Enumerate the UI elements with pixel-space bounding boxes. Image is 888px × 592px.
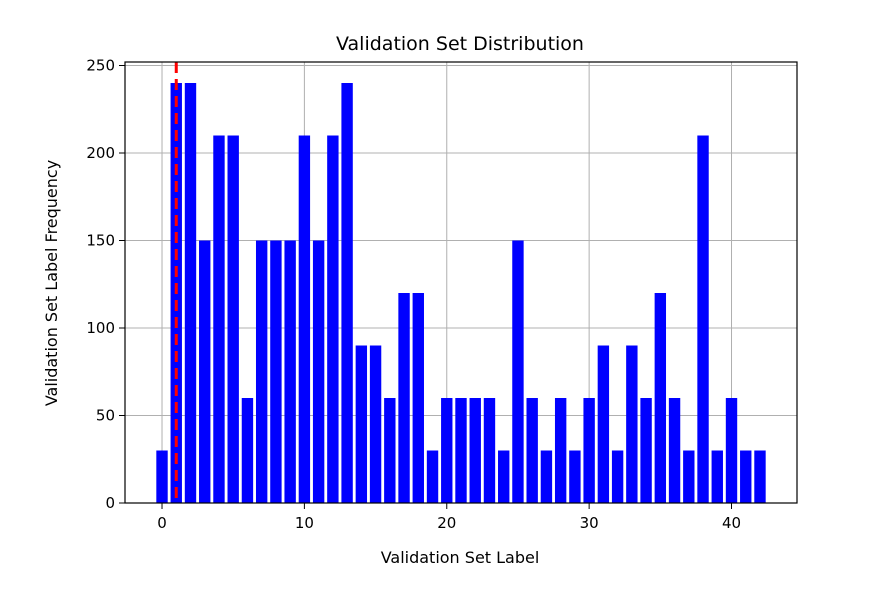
y-axis-label: Validation Set Label Frequency [42,160,61,406]
x-tick-label: 10 [295,514,314,532]
bar [312,240,325,503]
bar [369,345,382,503]
chart-title: Validation Set Distribution [336,33,584,55]
bar [697,135,709,503]
bar [426,450,439,503]
bar [583,398,595,503]
bar [284,240,296,503]
bar [341,83,353,503]
bar [227,135,239,503]
bar [469,398,481,503]
bar [455,398,467,503]
bar [526,398,538,503]
bar [241,398,254,503]
bar [483,398,496,503]
bar [255,240,268,503]
bar [398,293,410,503]
plot-frame [124,61,798,504]
bar [569,450,581,503]
bar [626,345,638,503]
bar [554,398,567,503]
bar [355,345,368,503]
bar [668,398,681,503]
bar [725,398,738,503]
x-tick-label: 0 [157,514,167,532]
y-tick-label: 100 [86,319,115,337]
bar [298,135,311,503]
bar [711,450,723,503]
bar [327,135,339,503]
bar [498,450,510,503]
bar [270,240,282,503]
bar [412,293,424,503]
bar [441,398,453,503]
bar [156,450,168,503]
bar [512,240,524,503]
bar [611,450,624,503]
bar [540,450,553,503]
y-tick-label: 150 [86,232,115,250]
x-tick-label: 40 [722,514,741,532]
y-tick-label: 0 [105,494,115,512]
x-axis-ticks: 0 10 20 30 40 [157,503,741,532]
bar [213,135,225,503]
bar [199,240,211,503]
bar [683,450,695,503]
bar [740,450,752,503]
y-tick-label: 200 [86,144,115,162]
x-tick-label: 30 [580,514,599,532]
y-tick-label: 50 [96,407,115,425]
bar [754,450,766,503]
bar [597,345,610,503]
bar [640,398,652,503]
x-tick-label: 20 [437,514,456,532]
bar [184,83,197,503]
bar [384,398,396,503]
bar-series [156,83,766,503]
x-axis-label: Validation Set Label [381,548,540,567]
bar [654,293,667,503]
y-tick-label: 250 [86,57,115,75]
y-axis-ticks: 0 50 100 150 200 250 [86,57,125,512]
